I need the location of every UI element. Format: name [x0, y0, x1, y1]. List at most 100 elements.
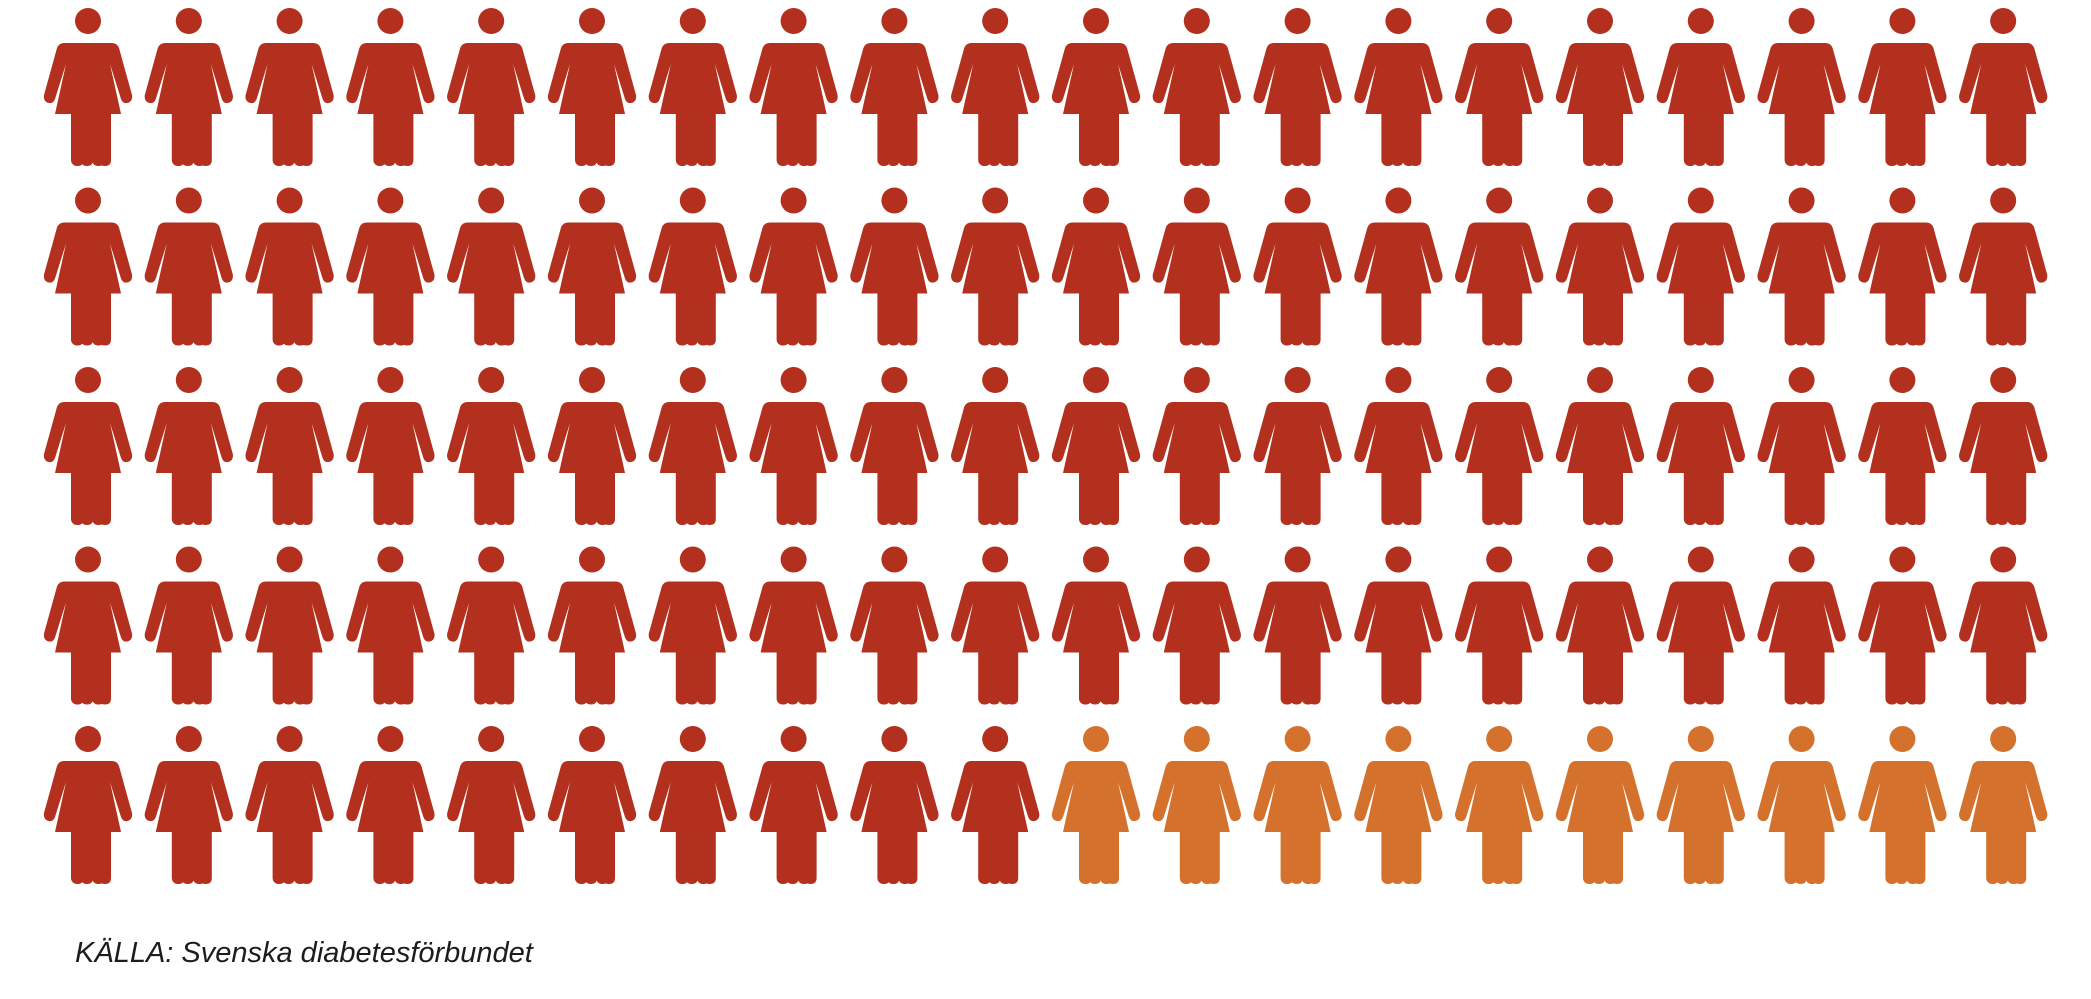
woman-figure-icon	[346, 726, 435, 884]
woman-figure-icon	[346, 8, 435, 166]
woman-figure-icon	[951, 367, 1040, 525]
woman-figure-icon	[1959, 8, 2048, 166]
woman-figure-icon	[1555, 726, 1645, 884]
woman-figure-icon	[1858, 726, 1947, 884]
woman-figure-icon	[1858, 367, 1947, 525]
woman-figure-icon	[346, 187, 435, 346]
pictogram-chart	[43, 8, 2048, 884]
woman-figure-icon	[1555, 8, 1645, 166]
woman-figure-icon	[1152, 8, 1241, 166]
woman-figure-icon	[1354, 546, 1443, 705]
woman-figure-icon	[1656, 367, 1745, 525]
woman-figure-icon	[43, 367, 133, 525]
woman-figure-icon	[144, 546, 233, 705]
woman-figure-icon	[850, 8, 939, 166]
woman-figure-icon	[1555, 546, 1645, 705]
woman-figure-icon	[1656, 8, 1745, 166]
woman-figure-icon	[144, 8, 233, 166]
woman-figure-icon	[346, 546, 435, 705]
woman-figure-icon	[1858, 546, 1947, 705]
woman-figure-icon	[850, 187, 939, 346]
source-note: KÄLLA: Svenska diabetesförbundet	[75, 937, 533, 969]
woman-figure-icon	[1555, 187, 1645, 346]
woman-figure-icon	[547, 546, 637, 705]
woman-figure-icon	[447, 726, 536, 884]
woman-figure-icon	[447, 8, 536, 166]
woman-figure-icon	[43, 8, 133, 166]
woman-figure-icon	[1757, 546, 1846, 705]
woman-figure-icon	[749, 187, 838, 346]
woman-figure-icon	[144, 187, 233, 346]
woman-figure-icon	[1455, 546, 1544, 705]
woman-figure-icon	[1757, 726, 1846, 884]
woman-figure-icon	[1656, 726, 1745, 884]
woman-figure-icon	[648, 367, 737, 525]
woman-figure-icon	[951, 546, 1040, 705]
woman-figure-icon	[648, 8, 737, 166]
woman-figure-icon	[1051, 367, 1141, 525]
woman-figure-icon	[1253, 187, 1342, 346]
woman-figure-icon	[1959, 546, 2048, 705]
woman-figure-icon	[1051, 8, 1141, 166]
woman-figure-icon	[850, 726, 939, 884]
woman-figure-icon	[749, 546, 838, 705]
woman-figure-icon	[1757, 187, 1846, 346]
woman-figure-icon	[1354, 187, 1443, 346]
woman-figure-icon	[1455, 8, 1544, 166]
woman-figure-icon	[1051, 546, 1141, 705]
woman-figure-icon	[1152, 367, 1241, 525]
woman-figure-icon	[1959, 726, 2048, 884]
woman-figure-icon	[1455, 187, 1544, 346]
woman-figure-icon	[1253, 367, 1342, 525]
woman-figure-icon	[1858, 8, 1947, 166]
woman-figure-icon	[547, 187, 637, 346]
woman-figure-icon	[749, 8, 838, 166]
woman-figure-icon	[648, 726, 737, 884]
woman-figure-icon	[850, 546, 939, 705]
woman-figure-icon	[346, 367, 435, 525]
woman-figure-icon	[1051, 187, 1141, 346]
woman-figure-icon	[1152, 546, 1241, 705]
woman-figure-icon	[447, 367, 536, 525]
woman-figure-icon	[245, 187, 334, 346]
woman-figure-icon	[1656, 187, 1745, 346]
woman-figure-icon	[144, 726, 233, 884]
woman-figure-icon	[447, 546, 536, 705]
woman-figure-icon	[951, 726, 1040, 884]
woman-figure-icon	[1959, 187, 2048, 346]
woman-figure-icon	[245, 726, 334, 884]
woman-figure-icon	[43, 546, 133, 705]
woman-figure-icon	[1354, 367, 1443, 525]
woman-figure-icon	[1253, 726, 1342, 884]
woman-figure-icon	[749, 367, 838, 525]
woman-figure-icon	[1253, 546, 1342, 705]
woman-figure-icon	[1959, 367, 2048, 525]
woman-figure-icon	[1656, 546, 1745, 705]
woman-figure-icon	[1152, 726, 1241, 884]
woman-figure-icon	[144, 367, 233, 525]
woman-figure-icon	[1455, 726, 1544, 884]
woman-figure-icon	[547, 726, 637, 884]
woman-figure-icon	[1555, 367, 1645, 525]
woman-figure-icon	[1152, 187, 1241, 346]
woman-figure-icon	[245, 8, 334, 166]
woman-figure-icon	[749, 726, 838, 884]
woman-figure-icon	[1757, 8, 1846, 166]
icon-grid	[43, 8, 2048, 884]
woman-figure-icon	[1858, 187, 1947, 346]
woman-figure-icon	[951, 187, 1040, 346]
woman-figure-icon	[850, 367, 939, 525]
woman-figure-icon	[951, 8, 1040, 166]
woman-figure-icon	[1354, 8, 1443, 166]
woman-figure-icon	[648, 546, 737, 705]
woman-figure-icon	[43, 726, 133, 884]
woman-figure-icon	[245, 367, 334, 525]
woman-figure-icon	[1757, 367, 1846, 525]
woman-figure-icon	[245, 546, 334, 705]
woman-figure-icon	[648, 187, 737, 346]
woman-figure-icon	[547, 367, 637, 525]
woman-figure-icon	[43, 187, 133, 346]
woman-figure-icon	[547, 8, 637, 166]
woman-figure-icon	[1051, 726, 1141, 884]
woman-figure-icon	[1354, 726, 1443, 884]
